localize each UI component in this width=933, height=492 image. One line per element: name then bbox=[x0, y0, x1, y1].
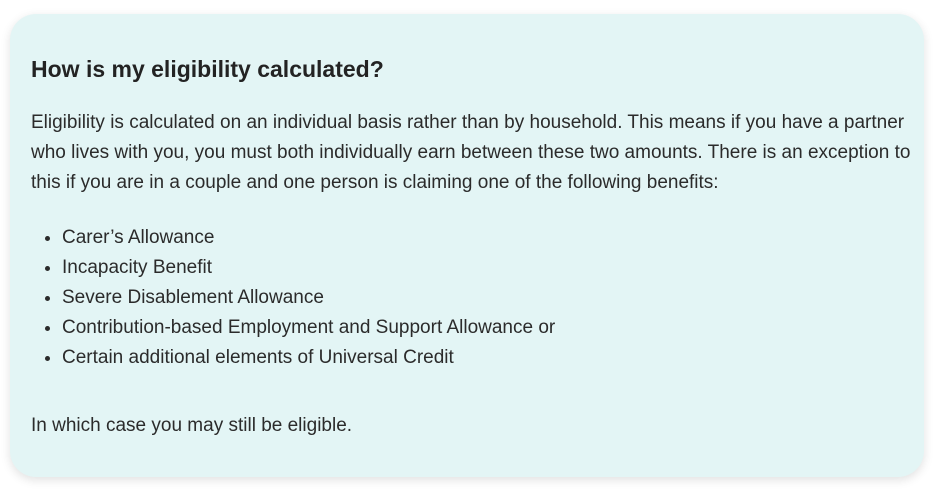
benefits-list: Carer’s Allowance Incapacity Benefit Sev… bbox=[31, 223, 555, 373]
outro-paragraph: In which case you may still be eligible. bbox=[31, 415, 353, 436]
eligibility-card: How is my eligibility calculated? Eligib… bbox=[10, 14, 924, 477]
list-item: Carer’s Allowance bbox=[62, 223, 555, 253]
list-item: Incapacity Benefit bbox=[62, 253, 555, 283]
intro-paragraph: Eligibility is calculated on an individu… bbox=[31, 112, 911, 193]
list-item: Certain additional elements of Universal… bbox=[62, 343, 555, 373]
list-item: Severe Disablement Allowance bbox=[62, 283, 555, 313]
list-item: Contribution-based Employment and Suppor… bbox=[62, 313, 555, 343]
card-title: How is my eligibility calculated? bbox=[31, 56, 384, 82]
